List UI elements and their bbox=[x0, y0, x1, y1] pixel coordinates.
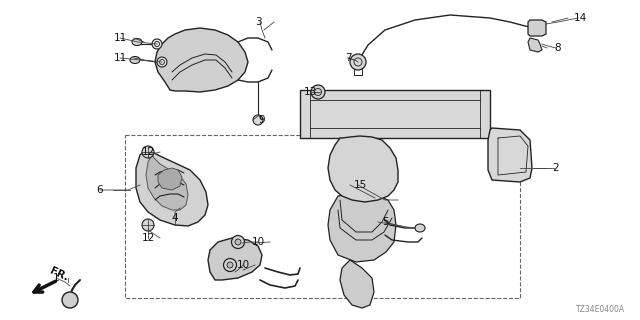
Circle shape bbox=[253, 115, 263, 125]
Polygon shape bbox=[300, 90, 490, 138]
Polygon shape bbox=[155, 28, 248, 92]
Text: 6: 6 bbox=[97, 185, 103, 195]
Text: 1: 1 bbox=[52, 273, 60, 283]
Circle shape bbox=[152, 39, 162, 49]
Ellipse shape bbox=[415, 224, 425, 232]
Text: 12: 12 bbox=[141, 147, 155, 157]
Text: TZ34E0400A: TZ34E0400A bbox=[576, 305, 625, 314]
Text: 13: 13 bbox=[303, 87, 317, 97]
Text: 5: 5 bbox=[381, 217, 388, 227]
Circle shape bbox=[235, 239, 241, 245]
Ellipse shape bbox=[130, 57, 140, 63]
Ellipse shape bbox=[132, 38, 142, 45]
Polygon shape bbox=[328, 136, 398, 202]
Circle shape bbox=[350, 54, 366, 70]
Text: 3: 3 bbox=[255, 17, 261, 27]
Text: 10: 10 bbox=[252, 237, 264, 247]
Circle shape bbox=[223, 259, 237, 271]
Text: 10: 10 bbox=[236, 260, 250, 270]
Text: FR.: FR. bbox=[48, 266, 70, 283]
Circle shape bbox=[311, 85, 325, 99]
Circle shape bbox=[227, 262, 233, 268]
Polygon shape bbox=[340, 260, 374, 308]
Polygon shape bbox=[136, 148, 208, 226]
Text: 7: 7 bbox=[345, 53, 351, 63]
Polygon shape bbox=[158, 168, 182, 190]
Text: 11: 11 bbox=[113, 33, 127, 43]
Bar bbox=[125, 135, 520, 298]
Text: 14: 14 bbox=[573, 13, 587, 23]
Text: 15: 15 bbox=[353, 180, 367, 190]
Text: 12: 12 bbox=[141, 233, 155, 243]
Text: 11: 11 bbox=[113, 53, 127, 63]
Polygon shape bbox=[208, 238, 262, 280]
Circle shape bbox=[142, 146, 154, 158]
Circle shape bbox=[157, 57, 167, 67]
Polygon shape bbox=[528, 20, 546, 36]
Circle shape bbox=[232, 236, 244, 249]
Text: 8: 8 bbox=[555, 43, 561, 53]
Polygon shape bbox=[488, 128, 532, 182]
Polygon shape bbox=[146, 155, 188, 210]
Text: 9: 9 bbox=[259, 115, 266, 125]
Text: 2: 2 bbox=[553, 163, 559, 173]
Circle shape bbox=[62, 292, 78, 308]
Text: 4: 4 bbox=[172, 213, 179, 223]
Circle shape bbox=[142, 219, 154, 231]
Polygon shape bbox=[528, 38, 542, 52]
Polygon shape bbox=[328, 194, 396, 262]
